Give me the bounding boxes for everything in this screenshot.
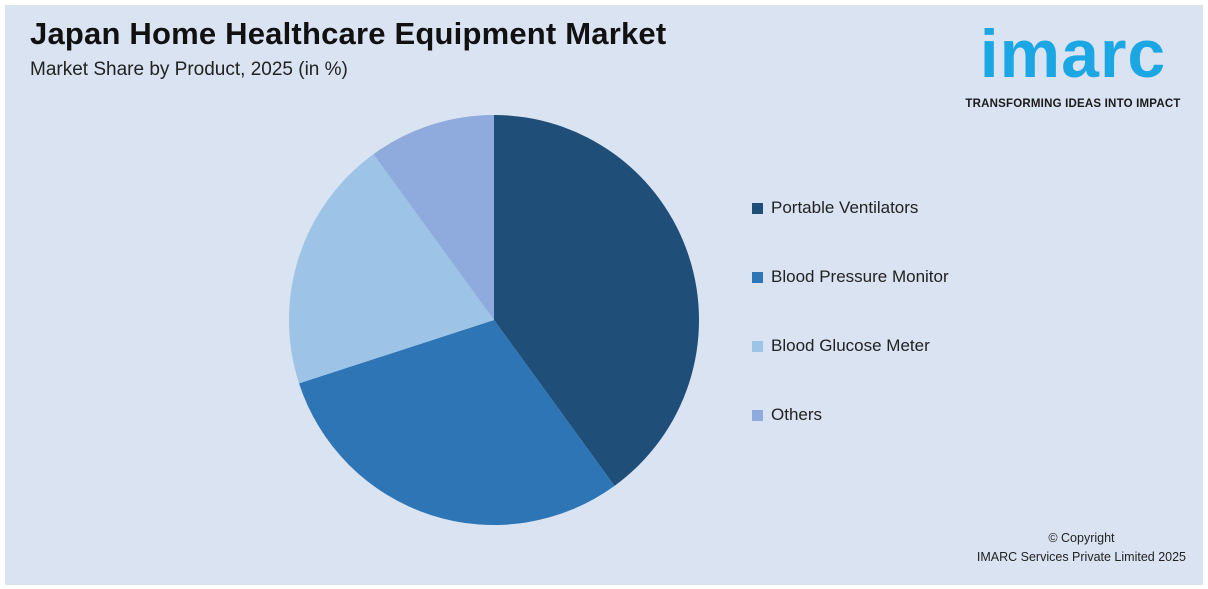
legend-swatch	[752, 341, 763, 352]
pie-slice-others	[373, 115, 494, 320]
pie-slice-blood-glucose-meter	[288, 154, 494, 384]
logo-wordmark: imarc	[979, 16, 1167, 92]
legend-label: Blood Glucose Meter	[771, 336, 930, 355]
legend-swatch	[752, 203, 763, 214]
chart-subtitle: Market Share by Product, 2025 (in %)	[30, 59, 348, 80]
copyright-notice: © Copyright IMARC Services Private Limit…	[977, 529, 1186, 567]
pie-slice-portable-ventilators	[494, 115, 700, 486]
copyright-line-2: IMARC Services Private Limited 2025	[976, 550, 1186, 564]
legend-swatch	[752, 272, 763, 283]
legend-label: Portable Ventilators	[771, 198, 919, 217]
chart-title: Japan Home Healthcare Equipment Market	[30, 16, 667, 51]
legend-label: Others	[771, 405, 823, 424]
pie-slice-blood-pressure-monitor	[299, 320, 615, 526]
copyright-line-1: © Copyright	[1048, 531, 1115, 545]
legend-label: Blood Pressure Monitor	[771, 267, 949, 286]
legend-swatch	[752, 410, 763, 421]
imarc-logo: imarc TRANSFORMING IDEAS INTO IMPACT	[955, 12, 1191, 120]
logo-tagline: TRANSFORMING IDEAS INTO IMPACT	[965, 98, 1181, 110]
